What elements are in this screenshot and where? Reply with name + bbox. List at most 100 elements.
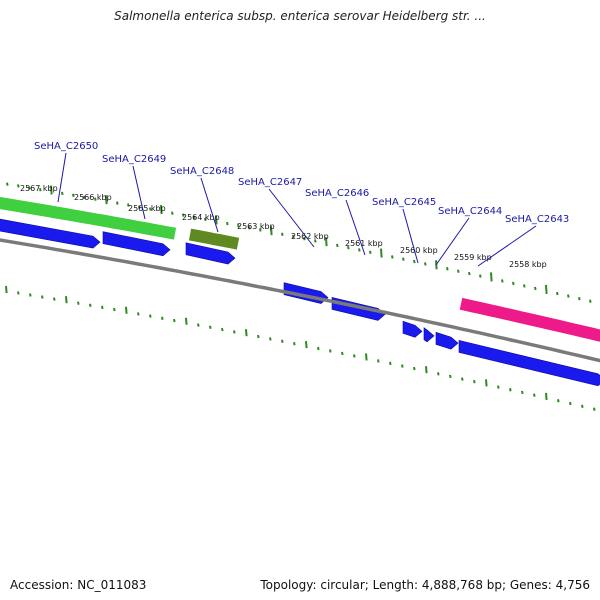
- scale-tick: [341, 351, 344, 356]
- scale-label: 2566 kbp: [74, 193, 112, 202]
- scale-label: 2565 kbp: [128, 204, 166, 213]
- scale-tick: [28, 186, 31, 190]
- scale-label: 2559 kbp: [454, 253, 492, 262]
- scale-tick: [533, 393, 536, 397]
- scale-tick: [534, 286, 537, 291]
- gene-arrow[interactable]: [331, 297, 386, 321]
- inner-scale-ticks: [5, 285, 596, 411]
- scale-tick: [197, 323, 200, 327]
- gene-arrow[interactable]: [185, 242, 236, 265]
- scale-tick: [512, 281, 515, 286]
- gene-leader-line: [477, 225, 537, 267]
- gene-leader-line: [57, 152, 67, 203]
- scale-tick: [545, 392, 548, 401]
- scale-tick: [233, 330, 236, 334]
- scale-tick: [39, 187, 42, 192]
- scale-tick: [17, 184, 20, 188]
- scale-tick: [557, 399, 560, 403]
- gene-arrow[interactable]: [402, 320, 423, 338]
- gene-label[interactable]: SeHA_C2650: [34, 141, 98, 152]
- gene-arrow[interactable]: [423, 327, 435, 343]
- scale-tick: [413, 259, 416, 264]
- scale-tick: [545, 284, 548, 295]
- gene-arrow[interactable]: [435, 331, 459, 350]
- scale-tick: [116, 201, 119, 205]
- scale-tick: [401, 364, 404, 368]
- gene-leader-line: [345, 199, 366, 256]
- scale-tick: [209, 325, 212, 329]
- scale-label: 2560 kbp: [400, 246, 438, 255]
- scale-tick: [77, 301, 80, 305]
- scale-tick: [569, 401, 572, 406]
- scale-tick: [578, 296, 581, 301]
- scale-tick: [50, 185, 53, 195]
- scale-tick: [269, 337, 272, 341]
- scale-tick: [497, 385, 500, 389]
- scale-label: 2563 kbp: [237, 222, 275, 231]
- gene-label[interactable]: SeHA_C2644: [438, 206, 502, 217]
- scale-tick: [509, 388, 512, 392]
- scale-tick: [437, 372, 440, 376]
- gene-arrow[interactable]: [102, 231, 171, 257]
- scale-tick: [94, 197, 97, 201]
- scale-tick: [490, 272, 493, 282]
- scale-tick: [303, 237, 306, 241]
- scale-tick: [479, 274, 482, 278]
- scale-tick: [468, 271, 471, 276]
- scale-tick: [41, 295, 44, 299]
- scale-tick: [446, 267, 449, 271]
- scale-tick: [391, 255, 394, 259]
- scale-tick: [53, 297, 56, 301]
- scale-tick: [281, 339, 284, 343]
- scale-tick: [336, 243, 339, 248]
- scale-tick: [5, 285, 8, 294]
- scale-tick: [424, 262, 427, 266]
- map-title: Salmonella enterica subsp. enterica sero…: [114, 9, 486, 23]
- gene-label[interactable]: SeHA_C2648: [170, 166, 234, 177]
- scale-label: 2558 kbp: [509, 260, 547, 269]
- scale-tick: [461, 377, 464, 381]
- scale-tick: [215, 215, 218, 225]
- scale-tick: [317, 346, 320, 351]
- accession-text: Accession: NC_011083: [10, 578, 147, 592]
- scale-tick: [161, 316, 164, 321]
- gene-label[interactable]: SeHA_C2649: [102, 154, 166, 165]
- gene-label[interactable]: SeHA_C2645: [372, 197, 436, 208]
- scale-tick: [29, 293, 32, 297]
- gene-arrow[interactable]: [458, 339, 600, 387]
- scale-label: 2564 kbp: [182, 213, 220, 222]
- scale-tick: [501, 279, 504, 283]
- gene-label[interactable]: SeHA_C2647: [238, 177, 302, 188]
- scale-tick: [6, 182, 9, 186]
- scale-tick: [521, 390, 524, 395]
- gene-arrow[interactable]: [0, 218, 101, 249]
- scale-label: 2561 kbp: [345, 239, 383, 248]
- scale-tick: [413, 366, 416, 371]
- gene-leader-line: [200, 177, 219, 233]
- backbone-line: [0, 238, 600, 363]
- green-feature-bar[interactable]: [0, 196, 177, 240]
- olive-feature-bar[interactable]: [188, 228, 240, 250]
- scale-tick: [314, 239, 317, 243]
- scale-tick: [127, 203, 130, 207]
- scale-tick: [125, 306, 128, 314]
- scale-tick: [173, 318, 176, 323]
- scale-tick: [226, 221, 229, 226]
- scale-tick: [347, 245, 350, 250]
- gene-callouts: SeHA_C2650 SeHA_C2649 SeHA_C2648 SeHA_C2647…: [34, 141, 569, 267]
- gene-label[interactable]: SeHA_C2646: [305, 188, 369, 199]
- scale-tick: [473, 379, 476, 384]
- scale-tick: [160, 205, 163, 215]
- scale-tick: [589, 299, 592, 303]
- scale-tick: [149, 314, 152, 318]
- scale-tick: [149, 207, 152, 211]
- gene-arrow-track: [0, 218, 600, 387]
- scale-label: 2562 kbp: [291, 232, 329, 241]
- scale-tick: [221, 327, 224, 332]
- scale-tick: [402, 257, 405, 261]
- pink-feature-bar[interactable]: [459, 297, 600, 342]
- scale-tick: [281, 232, 284, 236]
- gene-label[interactable]: SeHA_C2643: [505, 214, 569, 225]
- scale-tick: [380, 248, 383, 258]
